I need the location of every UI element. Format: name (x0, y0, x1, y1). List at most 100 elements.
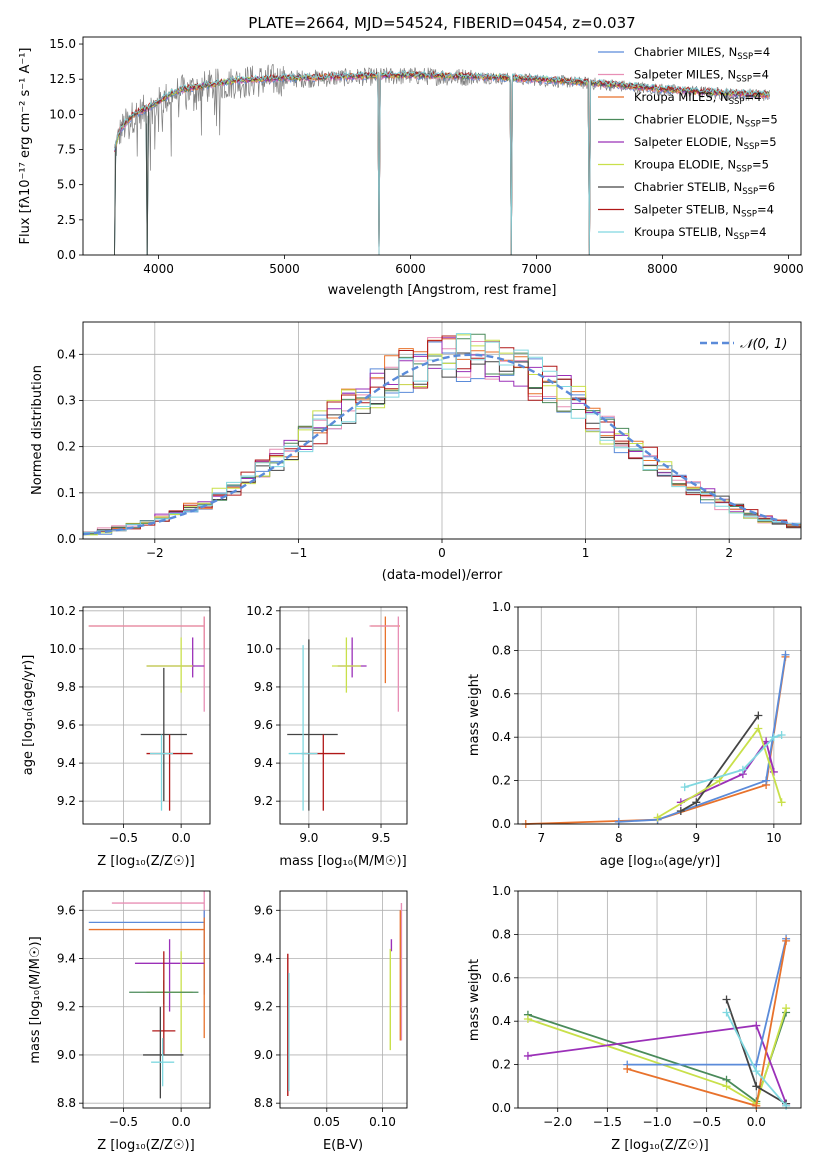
spectrum-panel: 4000 5000 6000 7000 8000 9000 0.0 2.5 5.0 7.5 10.0… (18, 14, 804, 298)
weight-marker (715, 776, 724, 785)
legend-nssp-prefix: , N (729, 113, 745, 127)
x-tick-label: −0.5 (692, 1115, 721, 1129)
legend-nssp-value: =4 (744, 90, 761, 104)
legend-name: Chabrier ELODIE (634, 113, 729, 127)
y-tick-label: 0.8 (492, 643, 511, 657)
legend-nssp-prefix: , N (728, 135, 744, 149)
legend-nssp-prefix: , N (718, 225, 734, 239)
legend-entry: 𝒩(0, 1) (740, 337, 787, 352)
x-tick-label: 10 (766, 831, 781, 845)
weight-marker (762, 776, 771, 785)
y-tick-label: 0.0 (57, 248, 76, 262)
plot-area (518, 607, 801, 824)
x-tick-label: −1.0 (642, 1115, 671, 1129)
spectrum-title: PLATE=2664, MJD=54524, FIBERID=0454, z=0… (248, 14, 635, 32)
x-tick-label: 7 (537, 831, 545, 845)
error-bar-point (140, 667, 187, 802)
legend-entry: Kroupa STELIB, NSSP=4 (634, 225, 766, 242)
y-tick-label: 7.5 (57, 143, 76, 157)
age-z-y-label: age [log₁₀(age/yr)] (21, 655, 36, 776)
error-bar-point (88, 917, 205, 1039)
weight-marker (653, 813, 662, 822)
legend-name: Chabrier STELIB (634, 180, 726, 194)
legend-nssp-value: =4 (752, 68, 769, 82)
legend-name: Kroupa MILES (634, 90, 713, 104)
legend-entry: Kroupa MILES, NSSP=4 (634, 90, 761, 107)
weight-line (684, 734, 782, 788)
weight-marker (614, 817, 623, 826)
plot-area (83, 607, 210, 824)
legend-nssp-subscript: SSP (729, 97, 745, 107)
axes-frame (82, 890, 211, 1109)
x-tick-label: 0.10 (369, 1115, 396, 1129)
weight-marker (777, 798, 786, 807)
error-bar-point (146, 637, 193, 693)
spectrum-y-label: Flux [fλ10⁻¹⁷ erg cm⁻² s⁻¹ A⁻¹] (18, 48, 33, 245)
error-bar-point (152, 951, 176, 1055)
weight-marker (722, 1082, 731, 1091)
legend-name: Kroupa STELIB (634, 225, 718, 239)
legend-nssp-prefix: , N (720, 68, 736, 82)
y-tick-label: 0.2 (492, 1058, 511, 1072)
model-spectrum-line (114, 70, 770, 255)
x-tick-label: −0.5 (109, 831, 138, 845)
y-tick-label: 15.0 (49, 37, 76, 51)
y-tick-label: 0.0 (492, 817, 511, 831)
weight-marker (722, 1008, 731, 1017)
error-bar-point (331, 637, 361, 693)
weight-marker (754, 711, 763, 720)
y-tick-label: 1.0 (492, 884, 511, 898)
weight-marker (623, 1064, 632, 1073)
error-bars (88, 891, 205, 1099)
weight-marker (680, 783, 689, 792)
y-tick-label: 9.0 (254, 1048, 273, 1062)
residual-x-label: (data-model)/error (382, 568, 503, 583)
plot-area (280, 891, 407, 1108)
legend-entry: Salpeter STELIB, NSSP=4 (634, 203, 774, 220)
weight-line (657, 726, 783, 819)
age-z-x-label: Z [log₁₀(Z/Z☉)] (97, 854, 194, 869)
y-tick-label: 0.2 (57, 440, 76, 454)
legend-nssp-value: =5 (761, 113, 778, 127)
axes-frame (517, 606, 802, 825)
x-tick-label: 5000 (269, 262, 300, 276)
error-bar-point (287, 639, 338, 811)
x-tick-label: 0.0 (172, 1115, 191, 1129)
weight-z-x-label: Z [log₁₀(Z/Z☉)] (611, 1138, 708, 1153)
y-tick-label: 9.4 (254, 952, 273, 966)
x-tick-label: 0 (438, 546, 446, 560)
residual-panel: −2 −1 0 1 2 0.0 0.1 0.2 0.3 0.4 (data-model)/error… (30, 321, 802, 583)
y-tick-label: 10.0 (49, 107, 76, 121)
x-tick-label: 1 (582, 546, 590, 560)
y-tick-label: 0.4 (492, 1014, 511, 1028)
legend-entry: Salpeter ELODIE, NSSP=5 (634, 135, 777, 152)
weight-age-y-label: mass weight (467, 674, 482, 756)
axes-frame (82, 36, 802, 256)
y-tick-label: 8.8 (254, 1096, 273, 1110)
spectrum-lines (114, 64, 770, 255)
weight-marker (752, 1021, 761, 1030)
error-bar-point (88, 616, 205, 712)
weight-marker (781, 650, 790, 659)
residual-histogram (83, 333, 801, 539)
error-bar-point (134, 939, 205, 1012)
legend-entry: Chabrier STELIB, NSSP=6 (634, 180, 775, 197)
legend-nssp-prefix: , N (713, 90, 729, 104)
weight-marker (769, 733, 778, 742)
x-tick-label: 8000 (647, 262, 678, 276)
plot-area (83, 891, 210, 1108)
y-tick-label: 0.2 (492, 774, 511, 788)
weight-vs-metallicity-panel: −2.0 −1.5 −1.0 −0.5 0.0 0.0 0.2 0.4 0.6 0.8 1.0 Z [… (467, 884, 802, 1153)
legend-nssp-subscript: SSP (734, 232, 750, 242)
gaussian-curve (83, 353, 801, 536)
legend-nssp-value: =4 (757, 203, 774, 217)
y-tick-label: 0.0 (57, 532, 76, 546)
error-bar-point (288, 645, 318, 811)
y-tick-label: 0.0 (492, 1101, 511, 1115)
legend-nssp-value: =6 (758, 180, 775, 194)
weight-marker (752, 1101, 761, 1110)
weight-z-y-label: mass weight (467, 959, 482, 1041)
weight-marker (523, 1015, 532, 1024)
weight-marker (754, 724, 763, 733)
